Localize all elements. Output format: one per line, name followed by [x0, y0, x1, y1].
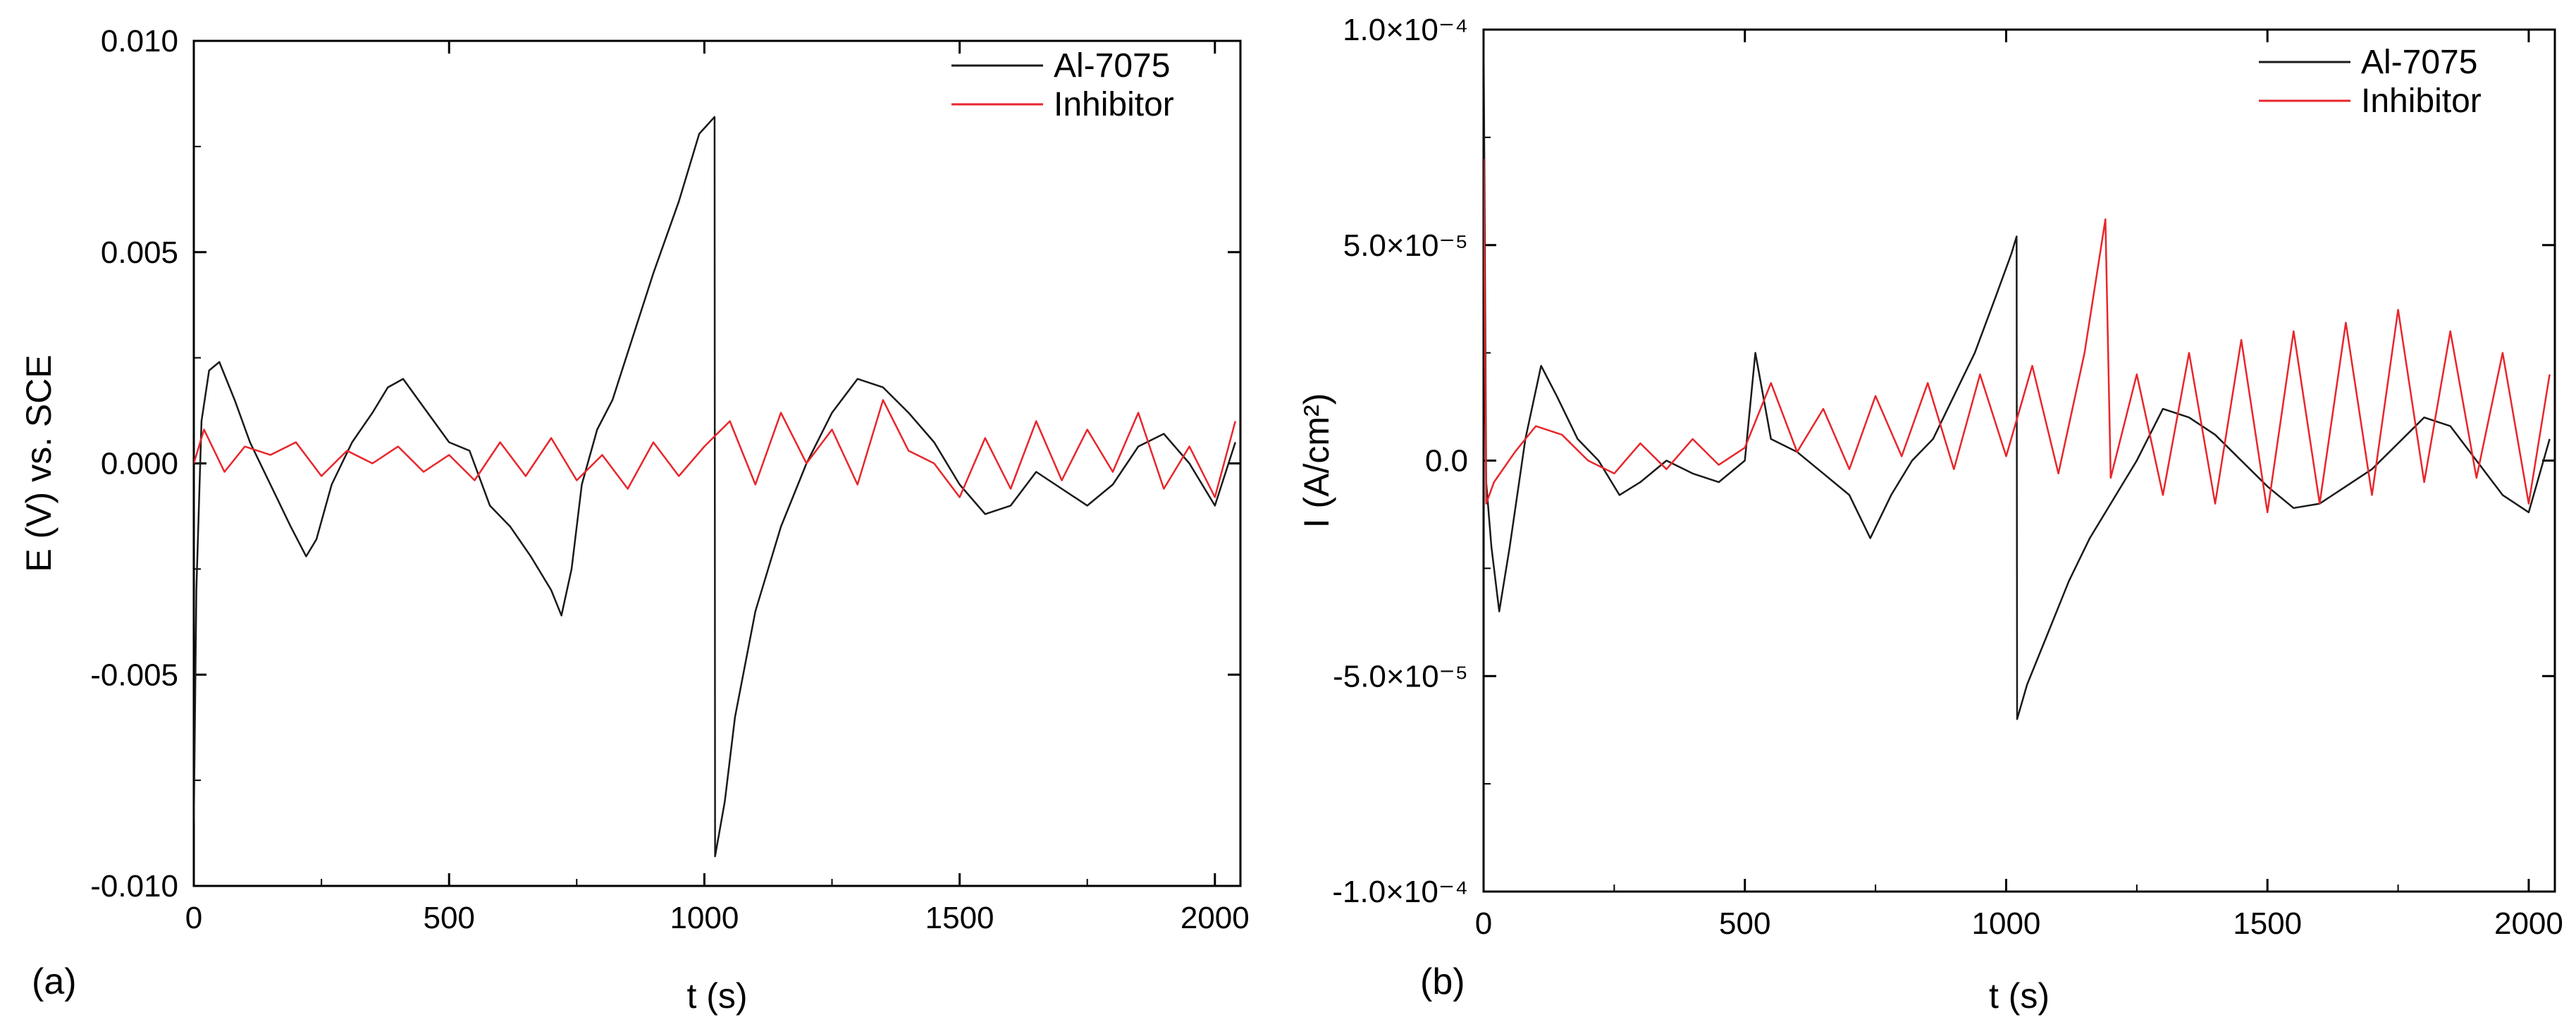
y-tick-label: 0.005	[101, 235, 178, 270]
y-tick-label: -5.0×10⁻⁵	[1333, 659, 1468, 694]
x-tick-label: 500	[1719, 906, 1770, 941]
series-group	[1484, 30, 2551, 720]
x-tick-label: 2000	[1181, 901, 1250, 935]
x-tick-label: 1000	[1972, 906, 2041, 941]
panel-label: (b)	[1420, 961, 1465, 1002]
panel-a: 0 500 1000 1500 2000 -0.010 -0.005 0.000 0.005 0.…	[19, 24, 1250, 1016]
series-line-al-7075	[194, 116, 1236, 858]
panel-label: (a)	[32, 961, 77, 1002]
series-group	[194, 116, 1237, 858]
series-line-inhibitor	[194, 399, 1237, 498]
legend-label: Inhibitor	[2361, 82, 2482, 120]
panel-b: 0 500 1000 1500 2000 -1.0×10⁻⁴ -5.0×10⁻⁵ 0.0 5.0…	[1297, 13, 2563, 1016]
x-tick-label: 1000	[670, 901, 739, 935]
plot-frame	[1482, 28, 2556, 893]
y-tick-label: -1.0×10⁻⁴	[1332, 875, 1468, 909]
series-line-inhibitor	[1484, 159, 2551, 514]
y-tick-label: -0.005	[90, 658, 178, 692]
x-tick-label: 1500	[925, 901, 994, 935]
x-tick-label: 2000	[2494, 906, 2563, 941]
x-axis-title: t (s)	[686, 976, 747, 1016]
x-tick-label: 0	[1475, 906, 1492, 941]
y-tick-label: 0.0	[1425, 444, 1468, 479]
legend-label: Inhibitor	[1054, 86, 1174, 123]
y-tick-label: 0.000	[101, 447, 178, 481]
y-axis-title: E (V) vs. SCE	[19, 355, 58, 572]
x-tick-label: 500	[423, 901, 474, 935]
y-tick-label: 1.0×10⁻⁴	[1343, 13, 1468, 47]
y-tick-label: 0.010	[101, 24, 178, 58]
y-axis-title: I (A/cm²)	[1297, 393, 1336, 529]
legend-label: Al-7075	[1054, 47, 1170, 85]
x-tick-label: 1500	[2233, 906, 2302, 941]
x-axis-title: t (s)	[1989, 976, 2050, 1016]
y-tick-label: -0.010	[90, 869, 178, 904]
series-line-al-7075	[1484, 30, 2551, 720]
legend-label: Al-7075	[2361, 44, 2477, 81]
plot-frame	[192, 39, 1242, 887]
x-tick-label: 0	[185, 901, 202, 935]
y-tick-label: 5.0×10⁻⁵	[1343, 228, 1468, 263]
